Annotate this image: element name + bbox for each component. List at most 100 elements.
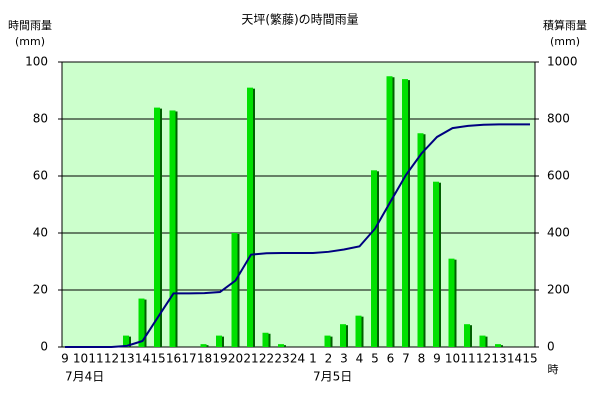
bar — [169, 110, 178, 347]
bar-face — [402, 79, 408, 347]
bar-face — [371, 170, 377, 347]
x-tick-label: 12 — [104, 352, 119, 366]
x-tick-label: 11 — [460, 352, 475, 366]
y-tick-label: 60 — [33, 169, 48, 183]
bar — [417, 133, 426, 347]
bar-face — [278, 344, 284, 347]
bar-face — [262, 332, 269, 347]
bar-face — [169, 110, 176, 347]
bar-face — [138, 298, 145, 347]
y-tick-label: 20 — [33, 283, 48, 297]
y-tick-label: 0 — [40, 340, 48, 354]
x-axis-unit: 時 — [548, 363, 559, 376]
bar — [278, 344, 286, 347]
bar-face — [154, 107, 160, 347]
x-tick-label: 20 — [228, 352, 243, 366]
x-tick-label: 22 — [259, 352, 274, 366]
bar — [464, 324, 472, 347]
x-tick-label: 7 — [402, 352, 410, 366]
x-tick-label: 1 — [309, 352, 317, 366]
x-tick-label: 16 — [166, 352, 181, 366]
x-tick-label: 19 — [212, 352, 227, 366]
bar-side — [237, 234, 240, 347]
bar-face — [123, 335, 129, 347]
bar-face — [433, 181, 439, 347]
x-tick-label: 21 — [243, 352, 258, 366]
y2-axis-unit: (mm) — [550, 35, 580, 48]
y2-tick-label: 400 — [547, 226, 570, 240]
bar-face — [448, 258, 455, 347]
bar-side — [222, 336, 224, 347]
x-tick-label: 9 — [433, 352, 441, 366]
bar-side — [160, 108, 162, 347]
x-tick-label: 10 — [445, 352, 460, 366]
x-tick-label: 9 — [61, 352, 69, 366]
bar-face — [417, 133, 424, 347]
bar-side — [346, 325, 348, 347]
bar — [495, 344, 503, 347]
bar-side — [439, 182, 441, 347]
x-tick-label: 13 — [119, 352, 134, 366]
bar-face — [324, 335, 331, 347]
x-tick-label: 8 — [418, 352, 426, 366]
bar-side — [423, 134, 426, 347]
bar-face — [495, 344, 501, 347]
bar-face — [464, 324, 470, 347]
x-tick-label: 23 — [274, 352, 289, 366]
bar-side — [129, 336, 131, 347]
bar-side — [253, 88, 255, 348]
chart-title: 天坪(繁藤)の時間雨量 — [241, 12, 358, 27]
bar-face — [340, 324, 346, 347]
x-tick-label: 2 — [325, 352, 333, 366]
bar-side — [470, 325, 472, 347]
bar-side — [330, 336, 333, 347]
bar-face — [247, 87, 253, 348]
bar — [479, 335, 488, 347]
bar-face — [386, 76, 393, 347]
bar — [448, 258, 457, 347]
bar-side — [408, 80, 410, 347]
bar-side — [361, 316, 364, 347]
x-tick-label: 18 — [197, 352, 212, 366]
x-tick-label: 12 — [476, 352, 491, 366]
y-tick-label: 40 — [33, 226, 48, 240]
y2-tick-label: 1000 — [547, 55, 578, 69]
bar — [123, 335, 131, 347]
bar — [433, 181, 441, 347]
bar-side — [144, 299, 147, 347]
x-group-label: 7月5日 — [313, 370, 352, 384]
x-tick-label: 15 — [522, 352, 537, 366]
bar — [340, 324, 348, 347]
bar-side — [377, 171, 379, 347]
x-tick-label: 3 — [340, 352, 348, 366]
y-tick-label: 80 — [33, 112, 48, 126]
plot-area — [61, 61, 536, 348]
y-tick-label: 100 — [25, 55, 48, 69]
bar-side — [206, 345, 209, 347]
bar — [154, 107, 162, 347]
bar-side — [284, 345, 286, 347]
bar — [324, 335, 333, 347]
x-tick-label: 15 — [150, 352, 165, 366]
y2-tick-label: 600 — [547, 169, 570, 183]
bar-face — [231, 233, 238, 347]
bar — [371, 170, 379, 347]
x-tick-label: 6 — [387, 352, 395, 366]
x-tick-label: 17 — [181, 352, 196, 366]
bar-side — [501, 345, 503, 347]
x-tick-label: 14 — [135, 352, 150, 366]
bar — [386, 76, 395, 347]
cumulative-line — [65, 123, 530, 348]
bar-side — [454, 259, 457, 347]
x-tick-label: 5 — [371, 352, 379, 366]
y2-tick-label: 200 — [547, 283, 570, 297]
x-group-label: 7月4日 — [65, 370, 104, 384]
x-tick-label: 11 — [88, 352, 103, 366]
y-axis-label: 時間雨量 — [8, 19, 52, 32]
bar-side — [175, 111, 178, 347]
x-tick-label: 10 — [73, 352, 88, 366]
x-tick-label: 14 — [507, 352, 522, 366]
y2-tick-label: 800 — [547, 112, 570, 126]
bar — [262, 332, 271, 347]
